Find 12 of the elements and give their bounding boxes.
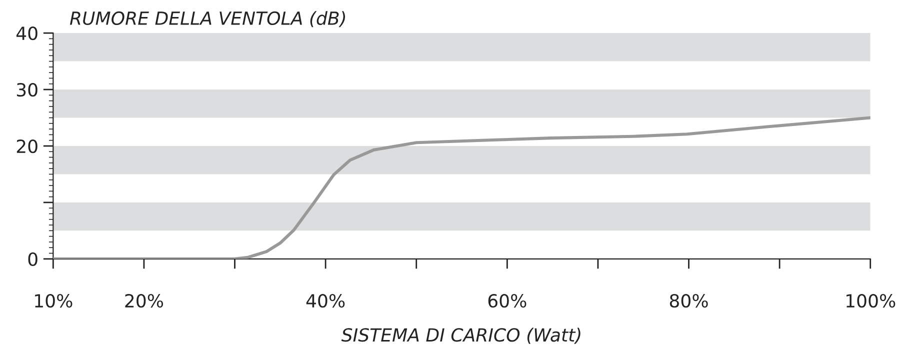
x-tick-label: 60%	[488, 294, 526, 308]
y-tick-label: 40	[16, 26, 38, 40]
y-tick-label: 30	[16, 82, 38, 97]
x-tick-label: 80%	[670, 294, 708, 308]
x-tick-label: 40%	[306, 294, 345, 308]
x-axis-title: SISTEMA DI CARICO (Watt)	[341, 328, 580, 344]
y-tick-label: 20	[16, 139, 38, 154]
x-tick-label: 20%	[125, 294, 164, 308]
x-tick-label: 100%	[846, 294, 896, 308]
y-axis-title: RUMORE DELLA VENTOLA (dB)	[70, 11, 346, 28]
x-tick-label: 10%	[35, 294, 72, 308]
y-tick-label: 0	[28, 252, 38, 266]
